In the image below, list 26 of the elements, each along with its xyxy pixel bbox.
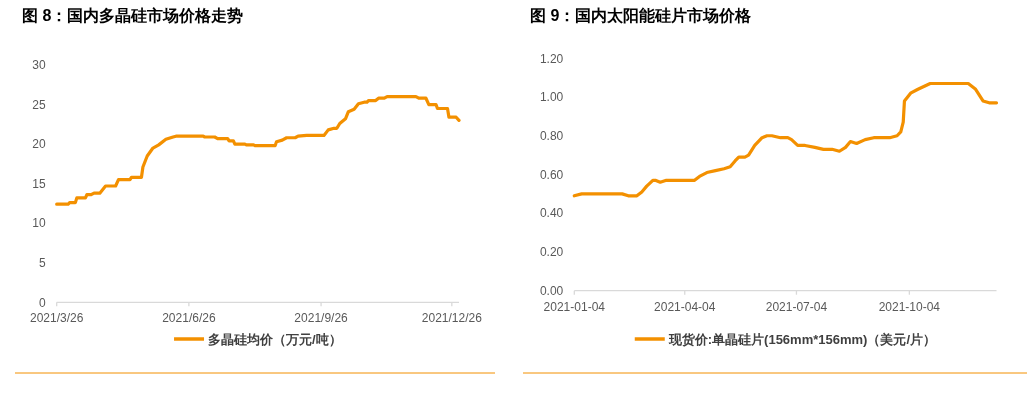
- y-tick-label: 1.00: [539, 90, 564, 105]
- x-tick-label: 2021-04-04: [654, 299, 716, 314]
- legend-label: 多晶硅均价（万元/吨）: [208, 331, 342, 347]
- y-tick-label: 0.80: [539, 128, 564, 143]
- y-tick-label: 0.40: [539, 206, 564, 221]
- legend-label: 现货价:单晶硅片(156mm*156mm)（美元/片）: [668, 331, 937, 347]
- title: 图 9：国内太阳能硅片市场价格: [530, 7, 752, 24]
- x-tick-label: 2021/9/26: [294, 311, 348, 326]
- y-tick-label: 15: [32, 176, 46, 191]
- x-tick-label: 2021-01-04: [543, 299, 605, 314]
- x-tick-label: 2021/12/26: [421, 311, 482, 326]
- y-tick-label: 0: [39, 295, 46, 310]
- title: 图 8：国内多晶硅市场价格走势: [22, 7, 244, 24]
- y-tick-label: 0.20: [539, 245, 564, 260]
- x-tick-label: 2021-07-04: [765, 299, 828, 314]
- x-tick-label: 2021/6/26: [162, 311, 216, 326]
- y-tick-label: 5: [39, 255, 46, 270]
- y-tick-label: 25: [32, 97, 46, 112]
- y-tick-label: 20: [32, 137, 46, 152]
- y-tick-label: 30: [32, 58, 46, 73]
- y-tick-label: 0.60: [539, 167, 564, 182]
- y-tick-label: 1.20: [539, 51, 564, 66]
- y-tick-label: 10: [32, 216, 46, 231]
- x-tick-label: 2021/3/26: [30, 311, 84, 326]
- y-tick-label: 0.00: [539, 283, 564, 298]
- x-tick-label: 2021-10-04: [878, 299, 941, 314]
